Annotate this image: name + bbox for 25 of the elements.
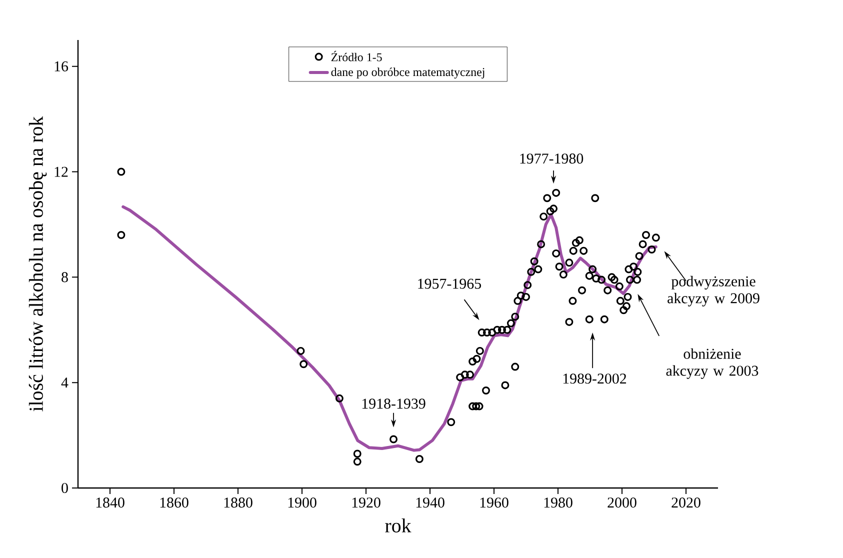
x-tick-label: 2000 bbox=[608, 498, 636, 508]
y-tick-label: 12 bbox=[54, 166, 68, 177]
y-tick-label: 4 bbox=[61, 378, 68, 388]
annotation: 1989-2002 bbox=[563, 374, 626, 384]
y-tick-label: 8 bbox=[62, 272, 68, 282]
x-tick-label: 1900 bbox=[288, 498, 316, 508]
x-tick-label: 1920 bbox=[352, 498, 380, 508]
x-tick-label: 1840 bbox=[96, 498, 124, 508]
annotation: 1957-1965 bbox=[418, 278, 481, 289]
y-tick-label: 16 bbox=[54, 61, 68, 72]
x-axis-title: rok bbox=[385, 518, 412, 532]
legend-label: Źródło 1-5 bbox=[331, 50, 382, 62]
x-tick-label: 1880 bbox=[224, 498, 252, 508]
x-tick-label: 1940 bbox=[416, 498, 444, 508]
y-tick-label: 0 bbox=[62, 482, 68, 494]
annotation: 1918-1939 bbox=[362, 398, 426, 409]
y-axis-title: ilość litrów alkoholu na osobę na rok bbox=[28, 116, 47, 412]
annotation: podwyższenie akcyzy w 2009 bbox=[668, 276, 760, 306]
x-tick-label: 1860 bbox=[160, 498, 188, 508]
x-tick-label: 1960 bbox=[480, 498, 508, 508]
legend-label: dane po obróbce matematycznej bbox=[331, 68, 484, 79]
annotation: 1977-1980 bbox=[520, 154, 584, 164]
x-tick-label: 1980 bbox=[544, 498, 572, 508]
x-tick-label: 2020 bbox=[672, 498, 700, 508]
annotation: obniżenie akcyzy w 2003 bbox=[666, 348, 758, 379]
